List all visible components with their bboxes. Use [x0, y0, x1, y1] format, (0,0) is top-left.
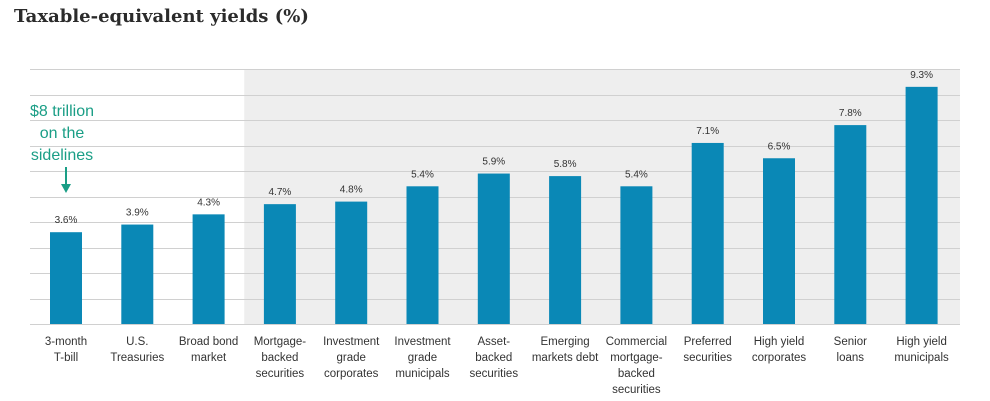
category-label: U.S. Treasuries [110, 336, 164, 364]
chart-title: Taxable-equivalent yields (%) [14, 6, 309, 27]
bar [620, 186, 653, 324]
bar-value-label: 5.9% [482, 157, 505, 168]
category-label: Investment grade municipals [394, 336, 451, 380]
bar-value-label: 4.7% [269, 187, 292, 198]
category-label: Mortgage-backed securities [254, 336, 307, 380]
category-label: High yield corporates [752, 336, 807, 364]
bar-value-label: 6.5% [768, 141, 791, 152]
bar [192, 214, 225, 324]
annotation-arrowhead [61, 184, 71, 193]
bar [50, 232, 82, 324]
bar [691, 142, 724, 324]
bar-value-label: 5.4% [625, 169, 648, 180]
bar [834, 125, 867, 324]
bar [263, 204, 296, 324]
category-label: Asset-backed securities [470, 336, 519, 380]
category-label: High yield municipals [894, 336, 949, 364]
bar [406, 186, 439, 324]
bar-value-label: 7.1% [696, 126, 719, 137]
bar-value-label: 9.3% [910, 70, 933, 81]
category-label: Broad bond market [179, 336, 238, 364]
category-label: Investment grade corporates [323, 336, 380, 380]
category-label: Senior loans [834, 336, 867, 364]
bar [121, 224, 154, 324]
category-label: Emerging markets debt [532, 336, 599, 364]
bar-value-label: 3.6% [55, 215, 78, 226]
bar-value-label: 4.3% [197, 197, 220, 208]
bar [335, 201, 368, 324]
bar-value-label: 3.9% [126, 208, 149, 219]
sidelines-annotation: $8 trillion on the sidelines [30, 103, 94, 164]
category-label: Commercial mortgage-backed securities [606, 336, 667, 396]
bar-value-label: 7.8% [839, 108, 862, 119]
bar-value-label: 5.4% [411, 169, 434, 180]
bar [905, 86, 938, 324]
bar-value-label: 4.8% [340, 185, 363, 196]
category-label: 3-month T-bill [45, 336, 87, 364]
bar [763, 158, 795, 324]
bar [477, 173, 510, 324]
bar-value-label: 5.8% [554, 159, 577, 170]
bar [549, 176, 582, 324]
category-label: Preferred securities [683, 336, 732, 364]
